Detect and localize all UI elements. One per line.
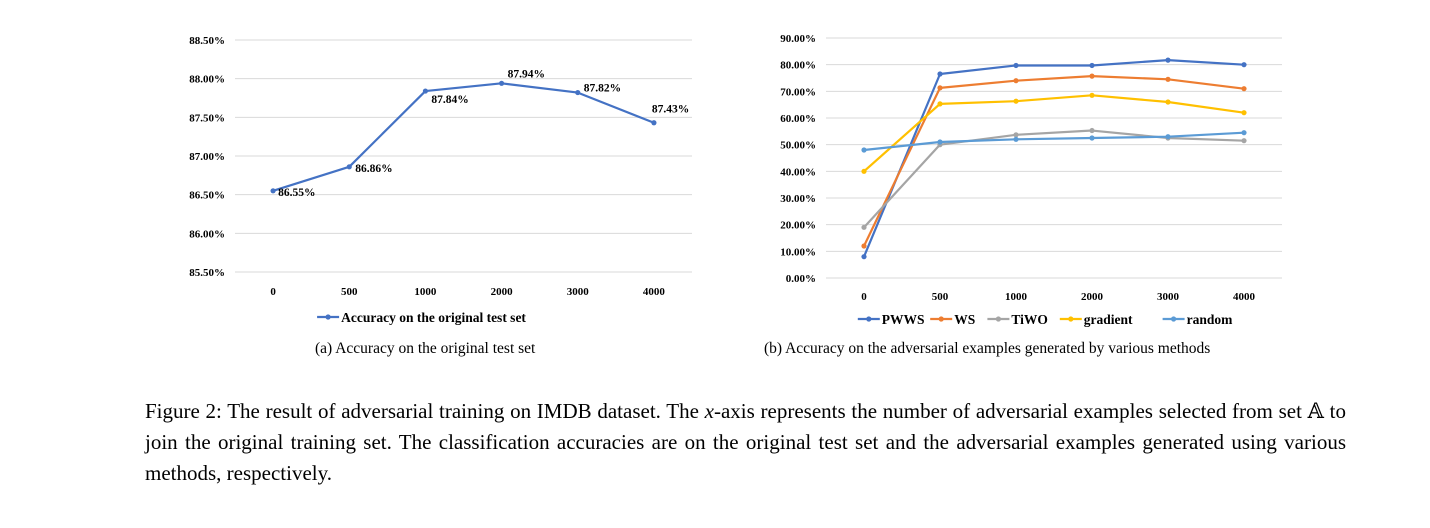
data-label: 86.55% [278,187,315,199]
data-point [1013,136,1019,142]
legend-marker [1068,316,1074,322]
data-label: 87.94% [508,68,545,80]
data-point [1013,78,1019,84]
x-tick-label: 0 [861,291,867,303]
data-point [422,88,429,94]
x-tick-label: 1000 [1005,291,1028,303]
y-tick-label: 88.50% [189,35,225,47]
data-point [346,164,352,170]
y-tick-label: 88.00% [189,74,225,86]
x-tick-label: 1000 [414,286,437,298]
data-point [1241,86,1247,92]
data-point [1241,110,1247,116]
data-point [1165,57,1171,63]
y-tick-label: 90.00% [780,33,816,45]
y-tick-label: 80.00% [780,60,816,72]
data-point [1089,62,1095,69]
legend-label: random [1187,312,1234,327]
legend-marker [325,314,331,320]
data-point [1241,62,1247,68]
data-point [861,224,867,230]
series-line-ws [863,75,1245,247]
series-line-gradient [863,94,1245,173]
x-tick-label: 500 [341,286,358,298]
legend-marker [995,316,1001,322]
x-tick-label: 4000 [1233,291,1256,303]
x-tick-label: 2000 [1081,291,1104,303]
y-tick-label: 20.00% [780,220,816,232]
series-line-pwws [862,59,1245,258]
caption-x-variable: x [704,399,714,423]
data-point [1089,92,1095,98]
x-tick-label: 3000 [567,286,590,298]
data-point [498,80,505,86]
data-label: 86.86% [355,163,392,175]
data-point [1089,135,1095,141]
caption-text-2: -axis represents the number of adversari… [145,399,1346,485]
y-tick-label: 86.00% [189,228,225,240]
data-point [1089,73,1095,79]
legend-label: gradient [1084,312,1133,327]
legend-label: Accuracy on the original test set [341,310,526,325]
y-tick-label: 30.00% [780,193,816,205]
data-point [1165,99,1171,105]
data-point [1089,127,1095,134]
data-point [1013,132,1019,138]
data-point [1013,62,1019,69]
data-point [937,71,943,77]
series-line-random [863,131,1245,152]
legend-label: TiWO [1011,312,1048,327]
y-tick-label: 85.50% [189,267,225,279]
x-tick-label: 0 [270,286,276,298]
y-tick-label: 86.50% [189,190,225,202]
data-point [861,147,867,153]
data-point [575,89,581,96]
figure-caption: Figure 2: The result of adversarial trai… [145,396,1346,489]
y-tick-label: 10.00% [780,246,816,258]
legend-label: PWWS [882,312,925,327]
data-point [1241,130,1247,136]
data-point [861,254,867,260]
accuracy-original-chart: 85.50% 86.00% 86.50% 87.00% 87.50% 88.00% 88.5… [189,35,692,325]
data-label: 87.82% [584,83,621,95]
x-tick-label: 500 [932,291,949,303]
y-tick-label: 50.00% [780,140,816,152]
x-tick-label: 2000 [491,286,514,298]
data-point [861,168,867,174]
legend-marker [1171,316,1177,322]
data-point [1013,98,1019,104]
data-point [861,243,867,249]
y-tick-label: 87.00% [189,151,225,163]
data-point [1241,138,1247,144]
subcaption-b: (b) Accuracy on the adversarial examples… [764,340,1211,357]
data-point [270,188,276,194]
caption-text-1: Figure 2: The result of adversarial trai… [145,399,705,423]
y-tick-label: 0.00% [786,273,816,285]
subcaption-a: (a) Accuracy on the original test set [315,340,536,357]
data-label: 87.84% [431,94,468,106]
legend-label: WS [954,312,975,327]
x-tick-label: 4000 [643,286,666,298]
y-tick-label: 70.00% [780,86,816,98]
series-line-tiwo [863,129,1245,229]
x-tick-label: 3000 [1157,291,1180,303]
y-tick-label: 60.00% [780,113,816,125]
series-line-accuracy-on-the-original-test-set [272,82,655,192]
data-point [937,139,943,145]
y-tick-label: 40.00% [780,166,816,178]
data-point [1165,76,1171,82]
data-point [651,120,657,126]
accuracy-adversarial-chart: 0.00% 10.00% 20.00% 30.00% 40.00% 50.00% 60.00… [780,33,1282,327]
legend-marker [866,316,872,322]
data-label: 87.43% [652,104,689,116]
y-tick-label: 87.50% [189,112,225,124]
data-point [937,85,943,91]
data-point [1165,134,1171,140]
legend-marker [938,316,944,322]
data-point [937,101,943,107]
